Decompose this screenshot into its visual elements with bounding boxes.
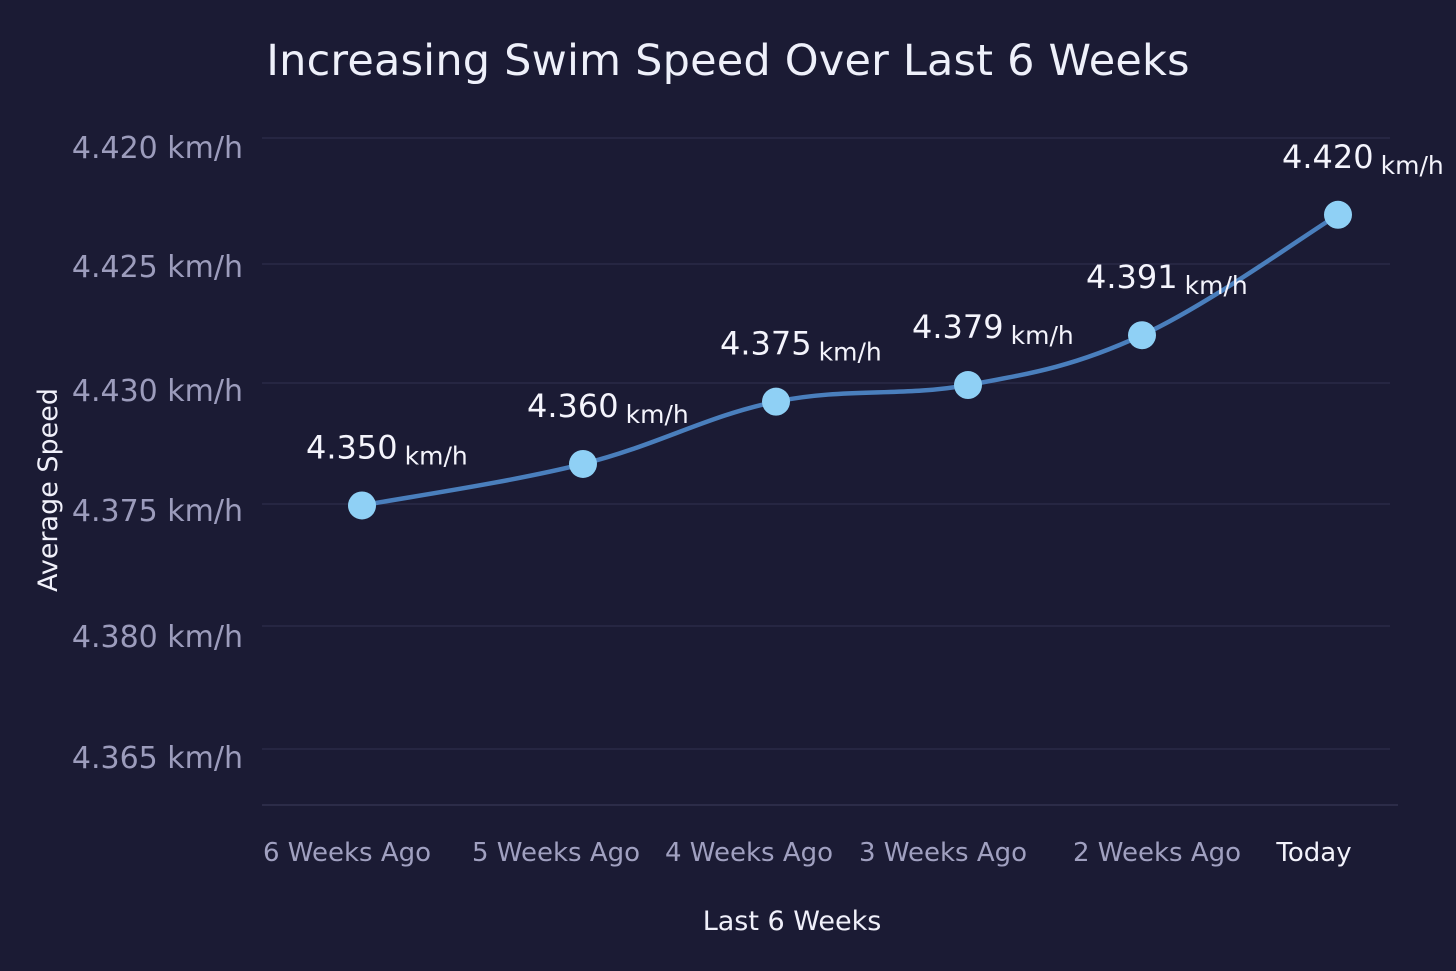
data-label-value: 4.420 (1282, 138, 1374, 176)
y-axis-title: Average Speed (33, 388, 64, 592)
data-point (762, 387, 790, 416)
x-tick-label: 5 Weeks Ago (472, 838, 640, 868)
data-label: 4.360 km/h (527, 387, 689, 429)
data-label-value: 4.360 (527, 387, 619, 425)
data-label-unit: km/h (819, 338, 882, 367)
data-label-unit: km/h (626, 400, 689, 429)
x-tick-label: 4 Weeks Ago (665, 838, 833, 868)
y-tick-label: 4.380 km/h (72, 620, 243, 655)
data-point (1324, 200, 1352, 229)
data-label-unit: km/h (1185, 271, 1248, 300)
x-axis-ticks: 6 Weeks Ago 5 Weeks Ago 4 Weeks Ago 3 Weeks… (263, 838, 1352, 868)
data-label: 4.379 km/h (912, 308, 1074, 350)
data-label-value: 4.379 (912, 308, 1004, 346)
chart-title: Increasing Swim Speed Over Last 6 Weeks (266, 36, 1190, 86)
data-label-unit: km/h (1011, 321, 1074, 350)
data-label-unit: km/h (405, 441, 468, 470)
x-tick-label: 3 Weeks Ago (859, 838, 1027, 868)
data-label-value: 4.350 (306, 428, 398, 466)
data-label: 4.420 km/h (1282, 138, 1444, 180)
data-point (348, 491, 376, 520)
data-point (569, 449, 597, 478)
data-label-value: 4.375 (720, 325, 812, 363)
series-line (359, 212, 1341, 508)
series-speed (348, 200, 1352, 520)
y-tick-label: 4.420 km/h (72, 131, 243, 166)
y-axis-ticks: 4.420 km/h 4.425 km/h 4.430 km/h 4.375 km/h… (72, 131, 243, 776)
x-tick-label: 2 Weeks Ago (1073, 838, 1241, 868)
x-axis-title: Last 6 Weeks (703, 906, 882, 937)
gridlines (262, 137, 1398, 806)
data-label: 4.375 km/h (720, 325, 882, 367)
y-tick-label: 4.430 km/h (72, 374, 243, 409)
data-label-unit: km/h (1381, 151, 1444, 180)
data-point (954, 371, 982, 400)
y-tick-label: 4.375 km/h (72, 494, 243, 529)
data-label: 4.350 km/h (306, 428, 468, 470)
data-labels: 4.350 km/h4.360 km/h4.375 km/h4.379 km/h4.39… (306, 138, 1444, 471)
data-label: 4.391 km/h (1086, 258, 1248, 300)
data-point (1128, 321, 1156, 350)
x-tick-label: 6 Weeks Ago (263, 838, 431, 868)
y-tick-label: 4.425 km/h (72, 250, 243, 285)
x-tick-label: Today (1275, 838, 1351, 868)
y-tick-label: 4.365 km/h (72, 741, 243, 776)
data-label-value: 4.391 (1086, 258, 1178, 296)
